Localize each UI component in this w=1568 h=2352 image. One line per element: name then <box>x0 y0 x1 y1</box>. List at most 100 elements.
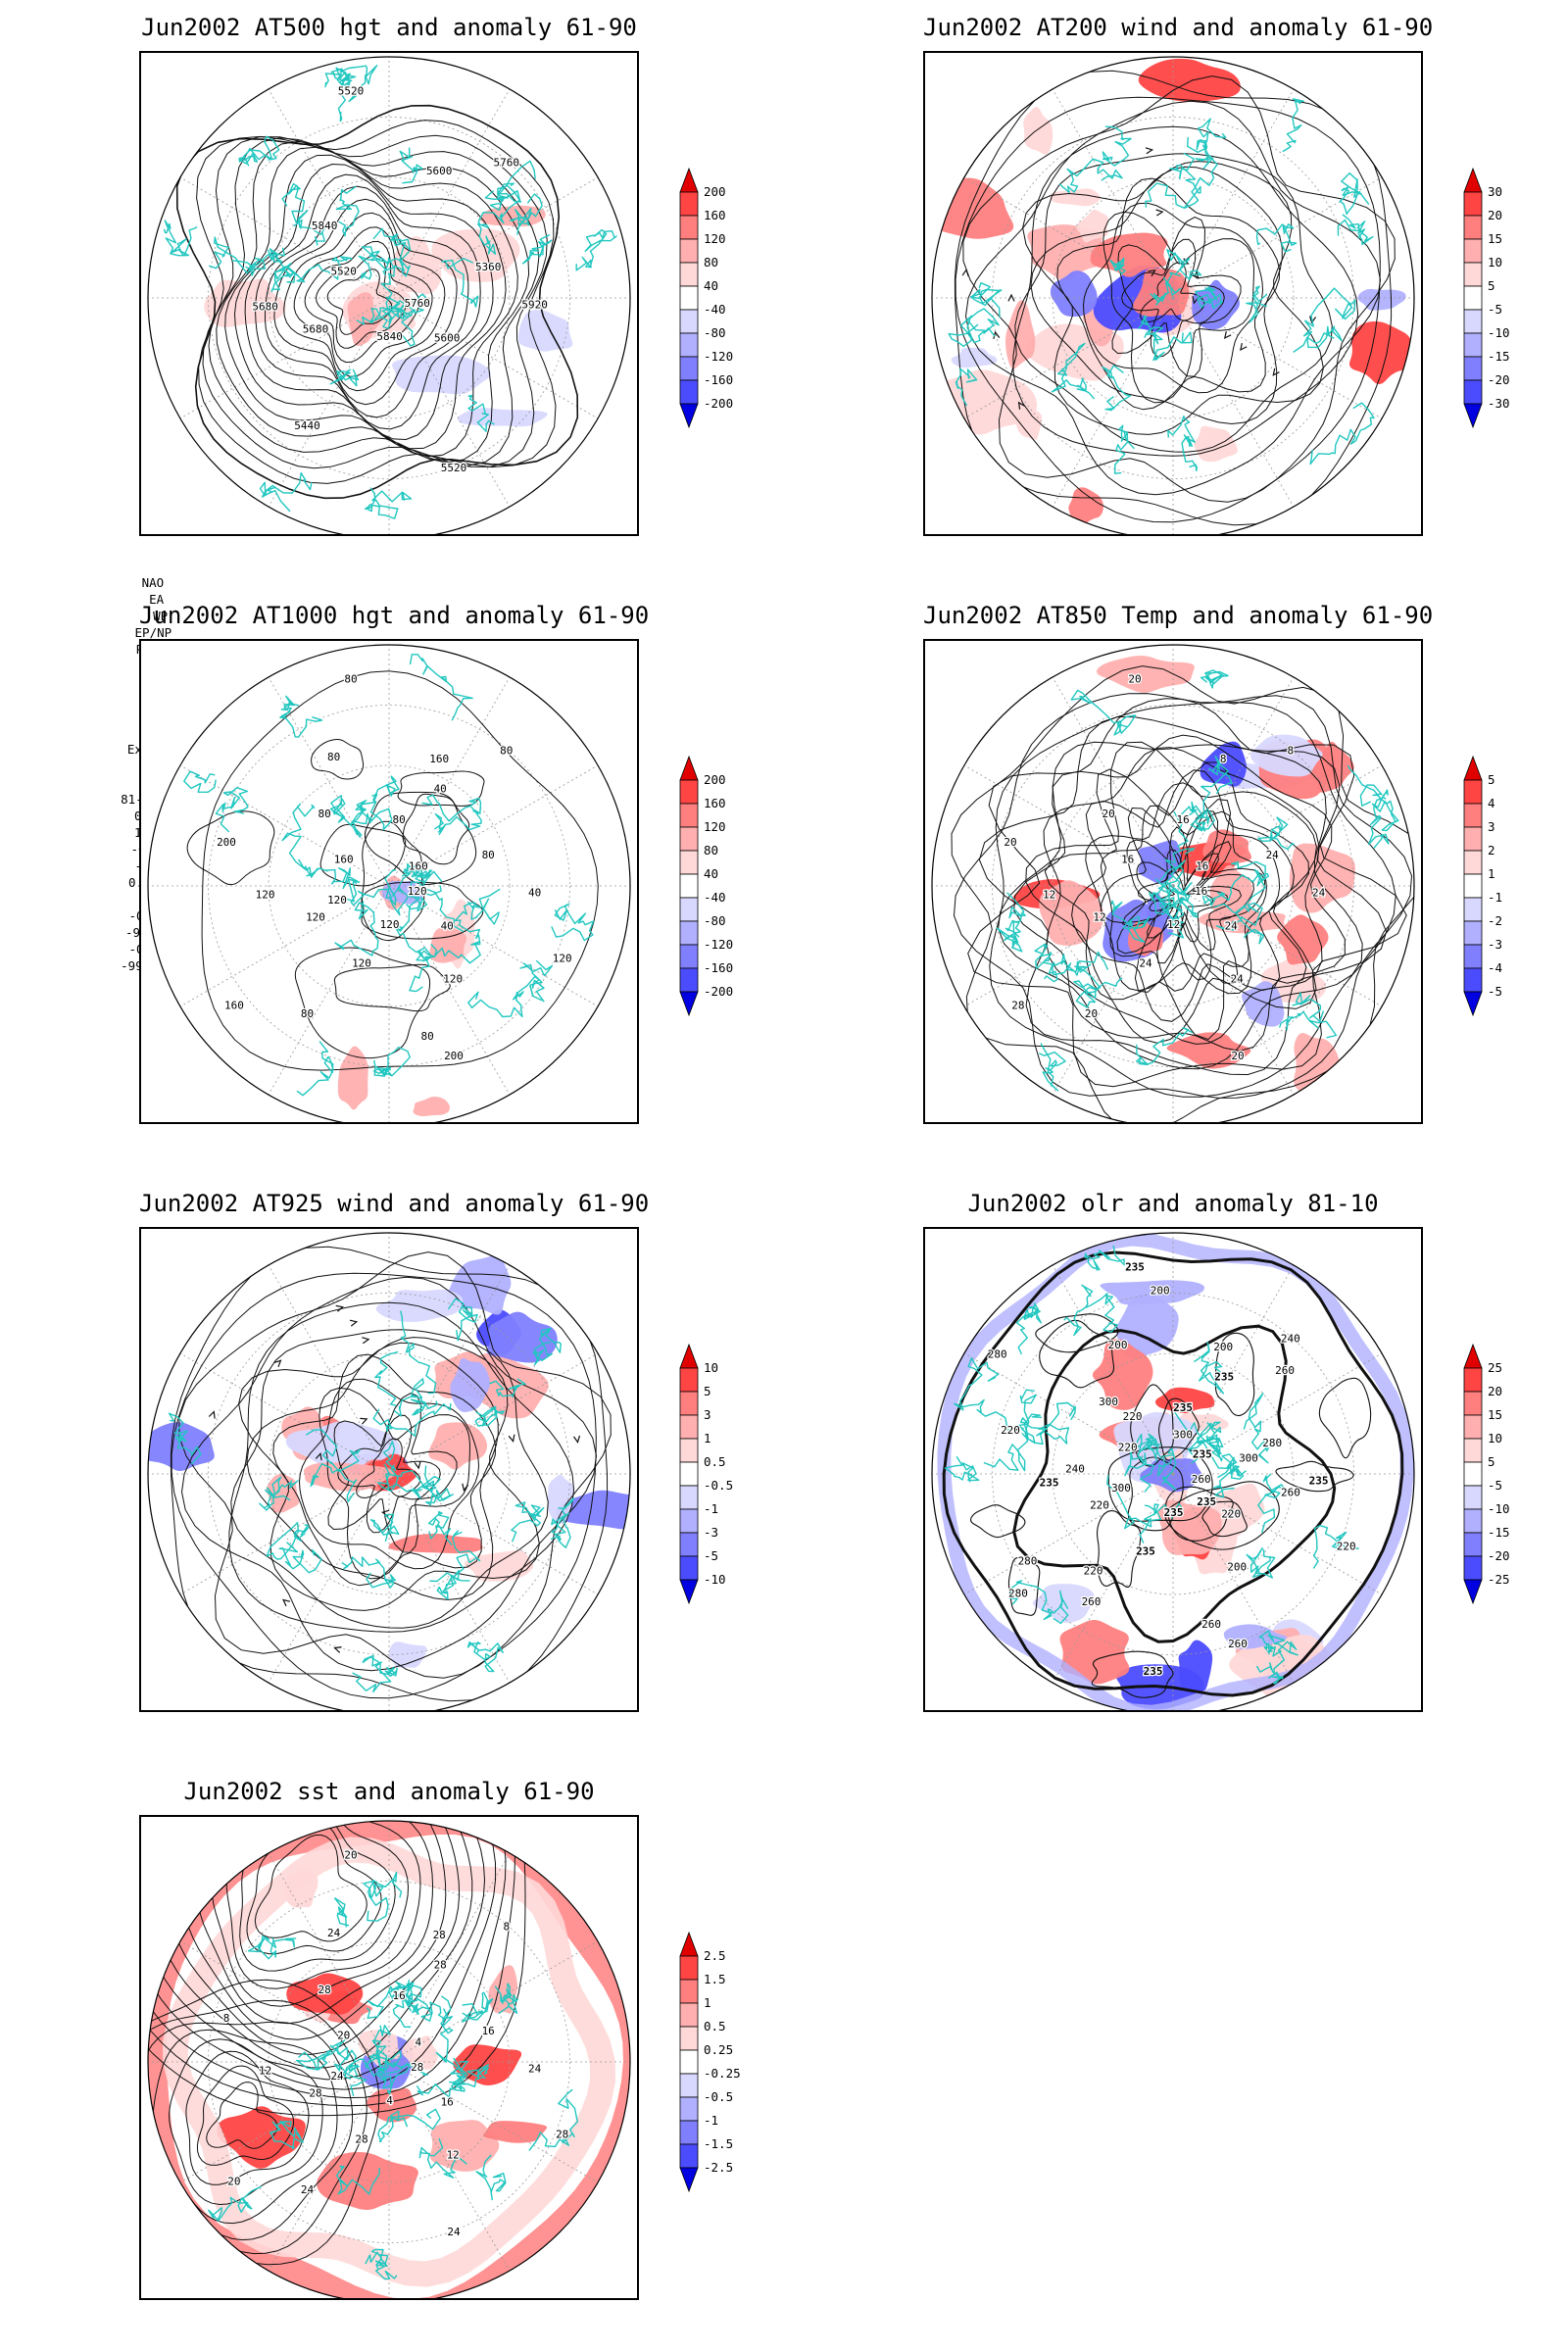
coastline <box>449 2064 489 2087</box>
positive-anomaly-region <box>413 1097 451 1116</box>
coastline <box>1159 865 1193 902</box>
contour-label: 5680 <box>252 301 278 314</box>
colorbar-svg: 200 160 120 80 40 -40 -80 -120 -160 -200 <box>679 167 733 429</box>
meridian-line <box>388 1473 511 1684</box>
contours <box>942 1250 1404 1698</box>
latitude-circle <box>208 705 570 1067</box>
coastline <box>1109 257 1126 275</box>
coastline <box>334 901 379 956</box>
coastline <box>467 975 545 1018</box>
map-content: 28 28 28 24 20 16 24 20 16 12 8 4 28 24 20 16 12 8 4 28 24 28… <box>148 1821 630 2298</box>
colorbar-segment <box>679 191 699 217</box>
contour-label: 20 <box>1231 1050 1244 1062</box>
contour-label: 235 <box>1309 1475 1329 1488</box>
contour-label: 24 <box>301 2183 315 2196</box>
coastline <box>575 228 617 271</box>
positive-anomaly-region <box>1050 188 1101 207</box>
coastline <box>238 135 280 167</box>
colorbar: 2.5 1.5 1 0.5 0.25 -0.25 -0.5 -1 -1.5 -2.5 <box>676 1931 755 2227</box>
temperature-contour <box>1100 799 1266 993</box>
coastline <box>1200 669 1229 689</box>
coastline <box>427 1511 453 1546</box>
coastline <box>215 787 249 833</box>
meridian-line <box>963 1473 1174 1595</box>
coastline <box>168 1412 202 1465</box>
colorbar-label: 10 <box>1488 255 1502 270</box>
coastline <box>1152 331 1193 362</box>
coastline <box>1246 285 1268 323</box>
coastline <box>519 959 554 1002</box>
contour-label: 220 <box>1084 1565 1103 1578</box>
olr-contour <box>1201 1500 1248 1538</box>
contour-label: 200 <box>217 836 236 849</box>
coastline <box>330 65 378 103</box>
coastline <box>983 1389 1037 1472</box>
contour-label: 260 <box>1201 1618 1221 1631</box>
meridian-line <box>1052 297 1174 508</box>
colorbar-svg: 30 20 15 10 5 -5 -10 -15 -20 -30 <box>1463 167 1510 429</box>
coastline <box>450 1530 481 1582</box>
meridian-line <box>179 2061 390 2183</box>
colorbar-label: 2.5 <box>704 1948 726 1963</box>
colorbar-segments <box>679 755 699 1017</box>
colorbar-label: -3 <box>704 1525 718 1540</box>
coastline <box>1309 402 1375 466</box>
coastline <box>1009 1580 1069 1625</box>
contour-label: 280 <box>988 1348 1007 1360</box>
contour-label: 120 <box>352 956 371 969</box>
colorbar: 10 5 3 1 0.5 -0.5 -1 -3 -5 -10 <box>676 1343 755 1639</box>
colorbar-svg: 200 160 120 80 40 -40 -80 -120 -160 -200 <box>679 755 733 1017</box>
streamline-arrow <box>360 1417 368 1425</box>
negative-anomaly-region <box>457 408 548 427</box>
coastline <box>334 1897 350 1928</box>
panel-title: Jun2002 AT200 wind and anomaly 61-90 <box>923 14 1434 41</box>
contour-label: 20 <box>337 2029 350 2041</box>
colorbar-segment <box>1463 309 1483 334</box>
contour-label: 80 <box>344 673 357 686</box>
colorbar-label: 4 <box>1488 796 1495 810</box>
coastline <box>369 1513 400 1543</box>
colorbar-label: -5 <box>1488 1478 1502 1493</box>
colorbar-label: 1 <box>704 1431 711 1446</box>
contour-label: 300 <box>1173 1428 1193 1441</box>
contour-label: 80 <box>482 849 495 861</box>
sst-contour <box>206 2082 278 2149</box>
colorbar-segment <box>1463 285 1483 311</box>
colorbar-segment <box>1463 826 1483 852</box>
map-boundary <box>147 644 631 1122</box>
negative-anomaly-region <box>1357 288 1406 311</box>
contour-label: 235 <box>1144 1665 1163 1678</box>
contour-label: 28 <box>434 1958 447 1971</box>
olr-contour <box>1318 1377 1372 1459</box>
height-contour <box>216 140 530 464</box>
olr-contour <box>1107 1446 1213 1522</box>
colorbar-label: -2.5 <box>704 2160 733 2175</box>
coastline <box>377 2050 428 2086</box>
coastline <box>1017 1413 1070 1445</box>
panel-sst: Jun2002 sst and anomaly 61-90 28 28 28 24 20… <box>0 1764 784 2352</box>
contour-label: 24 <box>1225 919 1239 932</box>
map-frame <box>923 51 1423 536</box>
contour-label: 12 <box>1093 911 1105 924</box>
colorbar-label: 40 <box>704 866 718 881</box>
panel-at200: Jun2002 AT200 wind and anomaly 61-90 30 2… <box>784 0 1568 588</box>
contour-label: 80 <box>392 813 405 826</box>
contour-label: 24 <box>1312 887 1326 900</box>
colorbar-segments <box>679 167 699 429</box>
coastlines <box>168 1298 574 1693</box>
contour-label: 28 <box>556 2129 568 2141</box>
colorbar-segment <box>1463 1367 1483 1393</box>
colorbar-label: 0.5 <box>704 2019 726 2034</box>
temperature-contour <box>953 693 1413 1099</box>
contour-label: 4 <box>386 2094 393 2107</box>
map-boundary <box>147 56 631 534</box>
streamline-arrow <box>1223 330 1232 339</box>
contour-label: 160 <box>334 853 354 865</box>
streamline-arrow <box>282 1598 291 1607</box>
meridian-line <box>388 1352 599 1475</box>
contour-label: 80 <box>420 1030 433 1043</box>
colorbar-label: -30 <box>1488 396 1510 411</box>
negative-anomaly-region <box>1100 1280 1205 1305</box>
meridian-line <box>1172 885 1295 1096</box>
meridian-line <box>388 2061 511 2272</box>
